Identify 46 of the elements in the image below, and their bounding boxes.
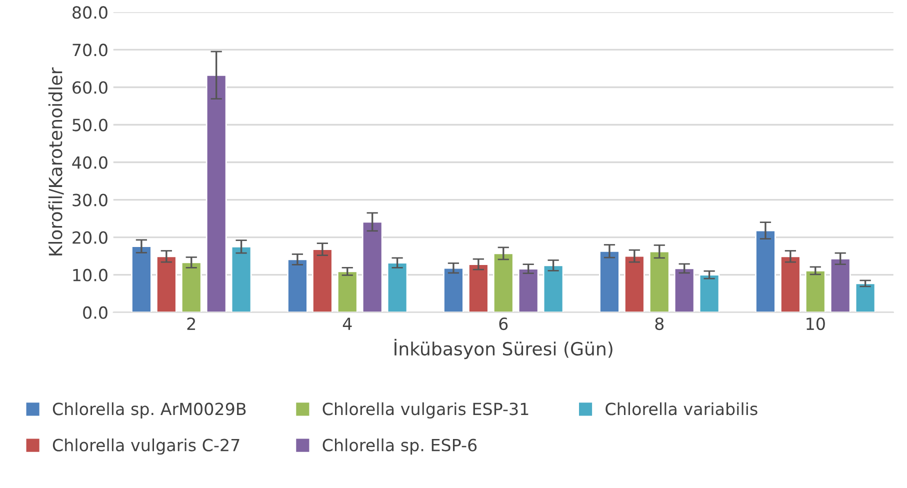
x-tick-label: 6 <box>499 317 508 330</box>
legend-label: Chlorella sp. ArM0029B <box>52 402 246 418</box>
bar <box>131 246 152 312</box>
x-tick-label: 10 <box>806 317 825 330</box>
y-tick-label: 70.0 <box>72 44 108 56</box>
bar <box>443 267 464 312</box>
bar <box>698 274 720 312</box>
bar <box>230 246 252 312</box>
legend-label: Chlorella vulgaris ESP-31 <box>322 402 528 418</box>
bar <box>336 270 358 312</box>
bar <box>468 264 489 312</box>
x-tick-label: 2 <box>187 317 196 330</box>
y-tick-label: 20.0 <box>72 231 108 244</box>
legend-label: Chlorella sp. ESP-6 <box>322 438 477 455</box>
bar <box>755 230 776 312</box>
legend-label: Chlorella vulgaris C-27 <box>52 438 240 455</box>
y-tick-label: 60.0 <box>72 81 108 94</box>
bar <box>180 262 202 312</box>
bar <box>312 248 333 312</box>
x-tick-label: 4 <box>342 318 352 330</box>
bar <box>674 268 695 312</box>
bar <box>518 268 539 312</box>
y-tick-label: 50.0 <box>72 118 108 132</box>
bar <box>780 256 801 312</box>
bar <box>492 252 514 312</box>
bar <box>542 264 564 312</box>
bar <box>362 221 383 312</box>
bar <box>156 256 177 312</box>
bar <box>599 250 620 312</box>
bar <box>804 270 826 312</box>
x-tick-label: 8 <box>655 317 664 330</box>
y-axis-title: Klorofil/Karotenoidler <box>48 67 64 256</box>
bar <box>830 258 851 312</box>
y-tick-label: 10.0 <box>73 268 108 282</box>
bar <box>854 282 876 312</box>
bar <box>206 74 227 312</box>
y-tick-label: 80.0 <box>72 6 108 19</box>
x-axis-title: İnkübasyon Süresi (Gün) <box>394 338 612 360</box>
bar <box>624 255 645 312</box>
y-tick-label: 0.0 <box>83 306 108 319</box>
y-tick-label: 40.0 <box>72 156 108 169</box>
legend-label: Chlorella variabilis <box>606 402 758 416</box>
bar <box>287 258 308 312</box>
bar <box>386 262 408 312</box>
y-tick-label: 30.0 <box>72 194 108 206</box>
bar <box>648 250 670 312</box>
